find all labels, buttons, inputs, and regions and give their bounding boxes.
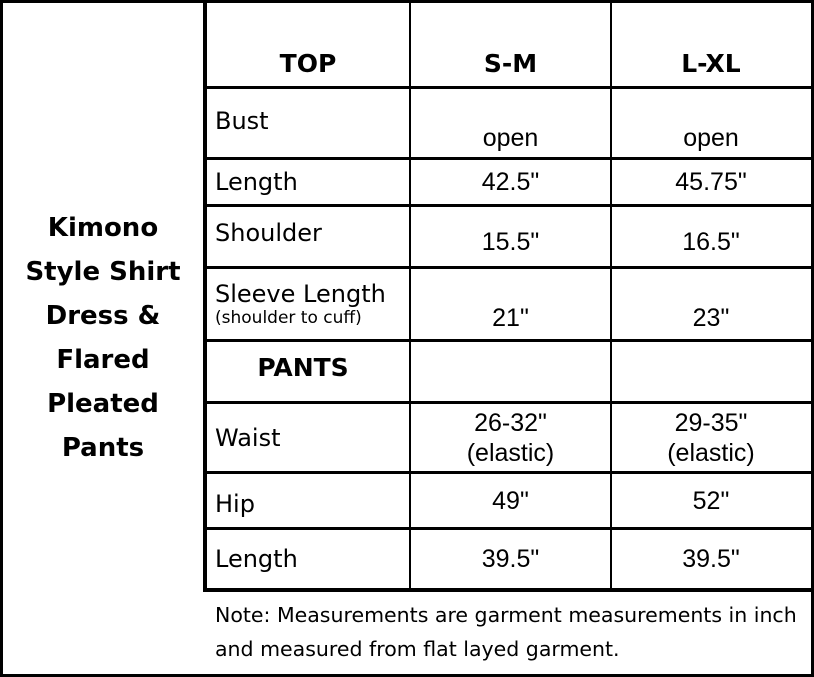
value-lxl: 23" — [692, 304, 730, 332]
product-title: Kimono Style Shirt Dress & Flared Pleate… — [25, 213, 181, 463]
row-label: Length — [215, 545, 298, 573]
value-sm: 26-32" (elastic) — [411, 404, 610, 471]
section-header-pants: PANTS — [257, 353, 349, 382]
value-sm: 39.5" — [481, 545, 540, 573]
value-sm: 15.5" — [481, 227, 540, 256]
divider — [205, 588, 811, 592]
row-label: Length — [215, 168, 298, 196]
divider — [205, 266, 811, 269]
value-lxl-line1: 29-35" — [674, 408, 748, 437]
value-sm: 42.5" — [481, 168, 540, 196]
row-label-cell: Sleeve Length (shoulder to cuff) — [207, 269, 409, 339]
row-label: Shoulder — [215, 218, 322, 247]
value-lxl: 39.5" — [682, 545, 740, 573]
row-label: Waist — [215, 423, 281, 452]
size-header-sm: S-M — [483, 49, 538, 78]
divider — [203, 0, 207, 592]
value-sm: 21" — [492, 304, 529, 332]
value-lxl-line2: (elastic) — [667, 438, 755, 467]
value-lxl: open — [683, 124, 739, 152]
size-header-lxl: L-XL — [681, 49, 741, 78]
divider — [409, 0, 411, 590]
value-lxl: 45.75" — [675, 168, 747, 196]
row-label: Sleeve Length — [215, 280, 386, 308]
divider — [205, 86, 811, 89]
divider — [205, 157, 811, 160]
divider — [205, 527, 811, 530]
value-sm-line1: 26-32" — [474, 408, 547, 437]
divider — [205, 204, 811, 207]
divider — [205, 401, 811, 404]
row-label: Hip — [215, 489, 255, 518]
value-lxl: 16.5" — [682, 227, 740, 256]
row-sublabel: (shoulder to cuff) — [215, 308, 362, 328]
section-header-top: TOP — [279, 49, 337, 78]
value-sm: 49" — [492, 486, 529, 515]
value-lxl: 52" — [692, 486, 730, 515]
divider — [205, 339, 811, 342]
value-lxl: 29-35" (elastic) — [612, 404, 810, 471]
divider — [610, 0, 612, 590]
row-label: Bust — [215, 107, 269, 135]
value-sm: open — [482, 124, 539, 152]
value-sm-line2: (elastic) — [466, 438, 555, 467]
measurement-note: Note: Measurements are garment measureme… — [215, 603, 797, 661]
divider — [205, 471, 811, 474]
